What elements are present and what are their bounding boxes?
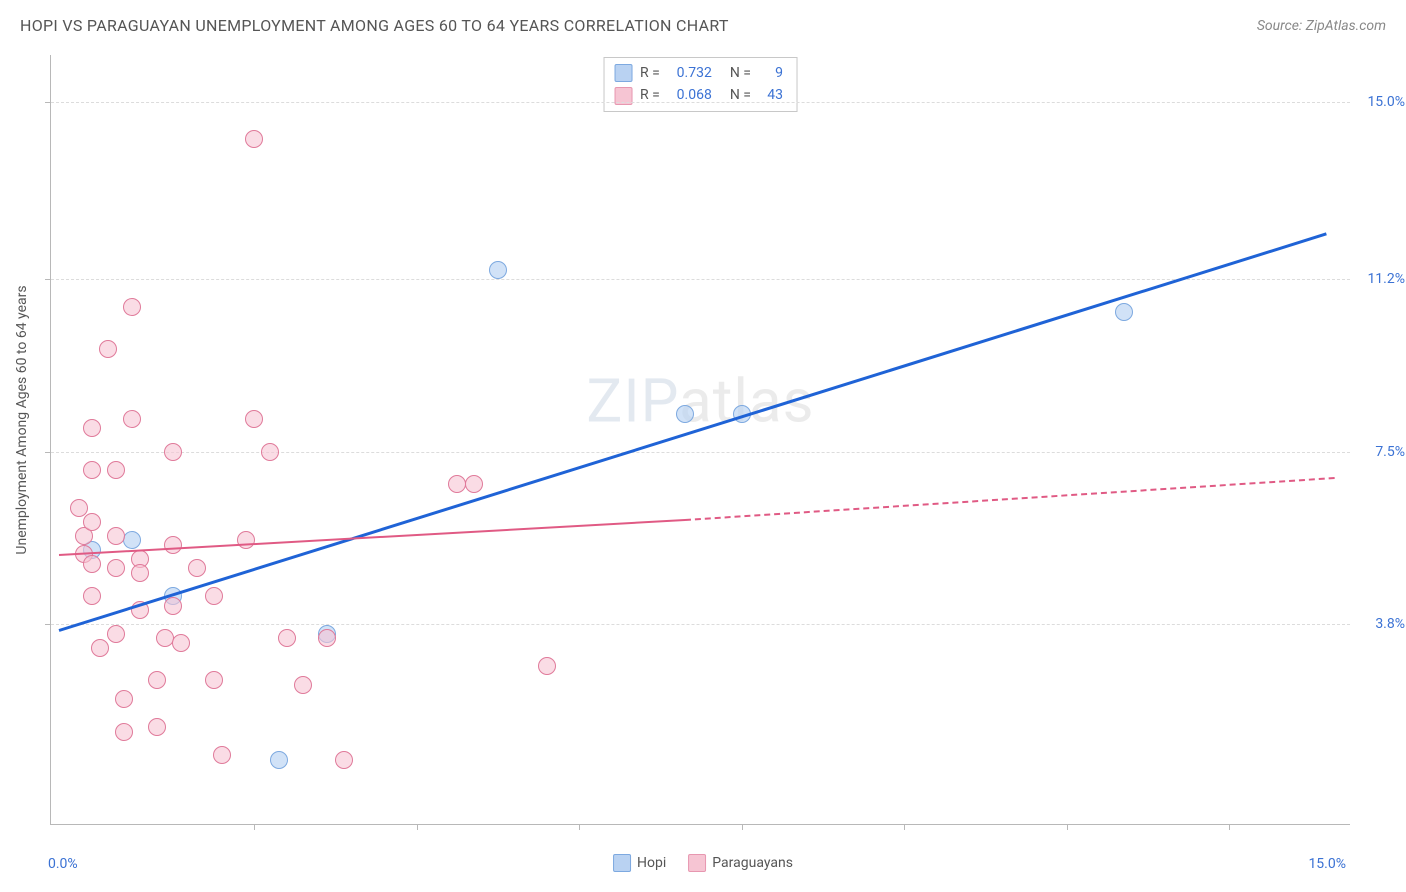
data-point xyxy=(99,340,117,358)
data-point xyxy=(123,531,141,549)
legend-series-label: Hopi xyxy=(637,855,666,871)
data-point xyxy=(237,531,255,549)
data-point xyxy=(148,671,166,689)
data-point xyxy=(83,419,101,437)
x-tick xyxy=(1067,824,1068,830)
y-tick xyxy=(45,102,51,103)
data-point xyxy=(83,555,101,573)
data-point xyxy=(205,587,223,605)
y-tick xyxy=(45,279,51,280)
data-point xyxy=(164,443,182,461)
x-tick xyxy=(1229,824,1230,830)
x-tick xyxy=(904,824,905,830)
data-point xyxy=(83,461,101,479)
y-tick-label: 11.2% xyxy=(1367,271,1405,287)
data-point xyxy=(107,559,125,577)
gridline-h xyxy=(51,452,1350,453)
gridline-h xyxy=(51,102,1350,103)
data-point xyxy=(91,639,109,657)
data-point xyxy=(115,690,133,708)
x-tick xyxy=(579,824,580,830)
data-point xyxy=(107,461,125,479)
data-point xyxy=(131,564,149,582)
source-label: Source: ZipAtlas.com xyxy=(1257,18,1386,34)
data-point xyxy=(172,634,190,652)
gridline-h xyxy=(51,279,1350,280)
data-point xyxy=(164,536,182,554)
data-point xyxy=(489,261,507,279)
data-point xyxy=(335,751,353,769)
legend-stat-row: R = 0.068 N = 43 xyxy=(614,84,783,106)
legend-n-label: N = xyxy=(730,62,751,84)
watermark-prefix: ZIP xyxy=(586,366,679,437)
x-tick xyxy=(742,824,743,830)
y-tick xyxy=(45,452,51,453)
x-axis-max-label: 15.0% xyxy=(1308,856,1346,872)
data-point xyxy=(294,676,312,694)
data-point xyxy=(156,629,174,647)
data-point xyxy=(465,475,483,493)
data-point xyxy=(278,629,296,647)
data-point xyxy=(213,746,231,764)
data-point xyxy=(107,527,125,545)
legend-stat-row: R = 0.732 N = 9 xyxy=(614,62,783,84)
data-point xyxy=(123,298,141,316)
gridline-h xyxy=(51,624,1350,625)
data-point xyxy=(83,587,101,605)
data-point xyxy=(115,723,133,741)
legend-r-value: 0.732 xyxy=(668,62,712,84)
legend-series-item: Hopi xyxy=(613,854,666,872)
data-point xyxy=(261,443,279,461)
y-tick xyxy=(45,624,51,625)
data-point xyxy=(148,718,166,736)
legend-n-value: 9 xyxy=(759,62,783,84)
data-point xyxy=(188,559,206,577)
legend-swatch xyxy=(614,64,632,82)
trend-line xyxy=(59,232,1327,632)
legend-series-label: Paraguayans xyxy=(712,855,793,871)
data-point xyxy=(83,513,101,531)
legend-series: Hopi Paraguayans xyxy=(613,854,793,872)
watermark: ZIPatlas xyxy=(586,366,814,437)
data-point xyxy=(164,597,182,615)
legend-swatch xyxy=(613,854,631,872)
legend-series-item: Paraguayans xyxy=(688,854,793,872)
data-point xyxy=(270,751,288,769)
legend-n-value: 43 xyxy=(759,84,783,106)
y-tick-label: 15.0% xyxy=(1367,94,1405,110)
data-point xyxy=(1115,303,1133,321)
trend-line xyxy=(59,519,685,556)
data-point xyxy=(245,410,263,428)
data-point xyxy=(538,657,556,675)
x-axis-origin-label: 0.0% xyxy=(48,856,78,872)
x-tick xyxy=(254,824,255,830)
legend-r-value: 0.068 xyxy=(668,84,712,106)
plot-area: ZIPatlas R =0.732N =9R =0.068N =43 3.8%7… xyxy=(50,55,1350,825)
data-point xyxy=(245,130,263,148)
data-point xyxy=(123,410,141,428)
legend-r-label: R = xyxy=(640,84,660,106)
y-axis-label: Unemployment Among Ages 60 to 64 years xyxy=(14,285,30,554)
x-tick xyxy=(417,824,418,830)
legend-stats: R = 0.732 N = 9 R = 0.068 N = 43 xyxy=(603,57,798,112)
legend-r-label: R = xyxy=(640,62,660,84)
data-point xyxy=(107,625,125,643)
data-point xyxy=(318,629,336,647)
data-point xyxy=(205,671,223,689)
trend-line xyxy=(685,477,1335,521)
y-tick-label: 3.8% xyxy=(1375,616,1405,632)
legend-swatch xyxy=(688,854,706,872)
data-point xyxy=(676,405,694,423)
y-tick-label: 7.5% xyxy=(1375,444,1405,460)
chart-title: HOPI VS PARAGUAYAN UNEMPLOYMENT AMONG AG… xyxy=(20,16,729,35)
legend-n-label: N = xyxy=(730,84,751,106)
